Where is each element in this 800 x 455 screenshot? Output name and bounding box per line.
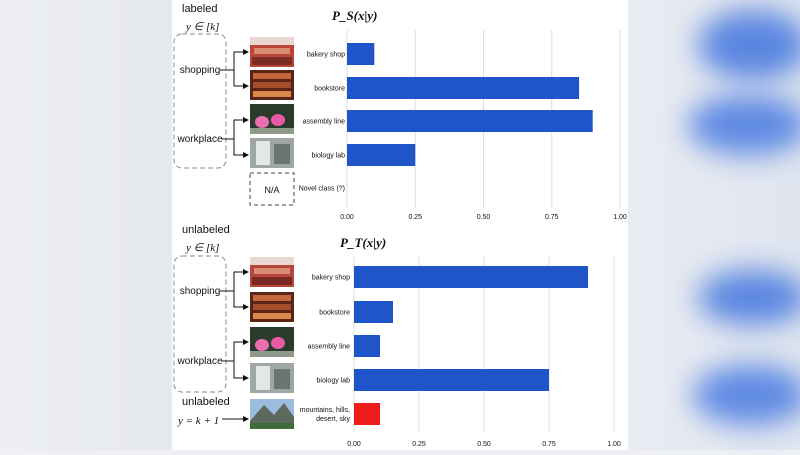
category-label: assembly line [308,344,351,351]
group-label-shopping: shopping [180,65,221,76]
thumbnail-bookstore [250,70,294,100]
blur-blob [688,95,800,155]
bar-bakery-shop [354,266,588,288]
known-classes-dashed-box [173,255,227,393]
thumbnail-mountains [250,399,294,429]
right-blurred-background [628,0,800,450]
category-label: bakery shop [307,52,345,59]
category-label: Novel class (?) [299,186,345,193]
blur-blob [693,365,800,425]
x-tick-label: 0.25 [412,441,426,448]
na-label: N/A [264,185,279,195]
x-tick-label: 0.75 [542,441,556,448]
thumbnail-bakery-shop [250,257,294,287]
category-label: biology lab [317,378,351,385]
known-classes-dashed-box [173,33,227,169]
x-tick-label: 1.00 [607,441,621,448]
connector-lines [220,269,249,422]
section-label-unlabeled-novel: unlabeled [182,396,230,408]
thumbnail-assembly-line [250,327,294,357]
bar-assembly-line [347,110,593,132]
thumbnail-bookstore [250,292,294,322]
thumbnail-biology-lab [250,363,294,393]
bar-biology-lab [347,144,416,166]
novel-class-label: y = k + 1 [177,415,219,427]
x-tick-label: 1.00 [613,214,627,221]
connector-lines [220,49,249,158]
bar-biology-lab [354,369,549,391]
left-blurred-background [0,0,172,450]
thumbnail-assembly-line [250,104,294,134]
figure-svg: labeled y ∈ [k] P_S(x|y) shopping workpl… [173,3,627,448]
group-label-workplace: workplace [176,356,222,367]
x-tick-label: 0.00 [340,214,354,221]
x-tick-label: 0.75 [545,214,559,221]
bar-mountains-hills-desert-sky [354,403,380,425]
category-label: mountains, hills, desert, sky [300,407,351,423]
chart-target-distribution: 0.00 0.25 0.50 0.75 1.00 bakery shop bookstore… [300,256,621,448]
section-label-unlabeled: unlabeled [182,224,230,236]
figure-page: labeled y ∈ [k] P_S(x|y) shopping workpl… [172,0,628,450]
category-label: biology lab [312,153,346,160]
bar-bookstore [347,77,580,99]
thumbnail-biology-lab [250,138,294,168]
group-label-shopping: shopping [180,286,221,297]
na-dashed-box [249,172,295,206]
chart-title-source: P_S(x|y) [332,8,377,23]
bar-bakery-shop [347,43,375,65]
x-tick-label: 0.00 [347,441,361,448]
set-label: y ∈ [k] [185,21,219,33]
bar-assembly-line [354,335,380,357]
section-label-labeled: labeled [182,3,217,15]
category-label: bookstore [314,86,345,93]
chart-title-target: P_T(x|y) [340,235,386,250]
x-tick-label: 0.50 [477,214,491,221]
blur-blob [698,10,800,80]
blur-blob [698,270,800,325]
group-label-workplace: workplace [176,134,222,145]
category-label: bakery shop [312,275,350,282]
chart-source-distribution: 0.00 0.25 0.50 0.75 1.00 bakery shop bookstore… [299,30,627,221]
x-tick-label: 0.25 [408,214,422,221]
category-label: bookstore [319,310,350,317]
bar-bookstore [354,301,393,323]
category-label: assembly line [303,119,346,126]
set-label: y ∈ [k] [185,242,219,254]
x-tick-label: 0.50 [477,441,491,448]
thumbnail-bakery-shop [250,37,294,67]
